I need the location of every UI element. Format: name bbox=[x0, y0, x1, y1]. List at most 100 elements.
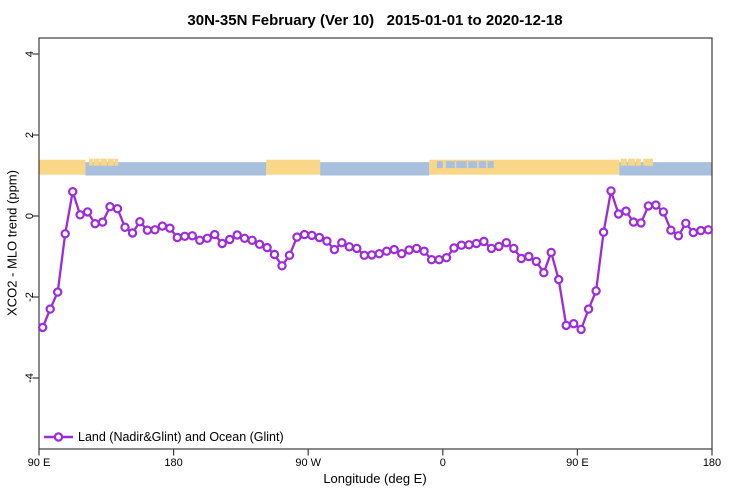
data-point bbox=[554, 274, 564, 285]
island-speckle bbox=[107, 158, 114, 166]
data-point bbox=[501, 237, 512, 248]
y-tick-label: 2 bbox=[24, 132, 36, 138]
island-speckle bbox=[635, 158, 641, 166]
data-point bbox=[142, 225, 153, 235]
data-point bbox=[172, 232, 182, 243]
chart-title: 30N-35N February (Ver 10) 2015-01-01 to … bbox=[187, 12, 563, 29]
data-point bbox=[598, 227, 609, 237]
sea-speckle bbox=[436, 161, 443, 169]
data-point bbox=[202, 233, 212, 243]
island-speckle bbox=[628, 158, 635, 166]
data-point bbox=[591, 286, 601, 296]
data-point bbox=[344, 242, 354, 252]
sea-speckle bbox=[445, 161, 455, 169]
x-tick-label: 180 bbox=[164, 457, 182, 469]
data-point bbox=[666, 225, 676, 235]
data-point bbox=[112, 203, 123, 214]
data-point bbox=[441, 253, 452, 263]
data-point bbox=[157, 221, 168, 231]
land-segment bbox=[266, 159, 321, 175]
island-speckle bbox=[649, 158, 653, 166]
island-speckle bbox=[620, 158, 627, 166]
data-point bbox=[247, 235, 257, 245]
legend-label: Land (Nadir&Glint) and Ocean (Glint) bbox=[78, 430, 284, 444]
data-point bbox=[486, 243, 497, 254]
data-point bbox=[90, 218, 100, 229]
island-speckle bbox=[89, 158, 93, 166]
data-point bbox=[284, 250, 295, 260]
data-point bbox=[150, 225, 160, 235]
data-point bbox=[75, 210, 85, 220]
data-point bbox=[621, 206, 631, 216]
data-point bbox=[38, 322, 48, 333]
data-point bbox=[456, 240, 467, 250]
data-point bbox=[494, 241, 504, 252]
data-point bbox=[539, 268, 549, 278]
data-point bbox=[67, 186, 78, 197]
data-point bbox=[239, 233, 250, 243]
data-point bbox=[269, 249, 280, 260]
island-speckle bbox=[114, 158, 119, 166]
island-speckle bbox=[643, 158, 650, 166]
legend-marker-circle bbox=[53, 432, 64, 442]
data-point bbox=[224, 234, 235, 245]
data-point bbox=[404, 245, 414, 255]
data-point bbox=[97, 217, 108, 227]
data-point bbox=[658, 207, 669, 217]
sea-speckle bbox=[468, 161, 478, 169]
data-point bbox=[105, 201, 115, 212]
data-point bbox=[53, 287, 63, 297]
data-point bbox=[449, 243, 459, 253]
data-point bbox=[195, 235, 205, 245]
island-speckle bbox=[93, 158, 100, 166]
data-point bbox=[232, 230, 242, 240]
ocean-segment bbox=[85, 162, 267, 176]
data-point bbox=[254, 239, 265, 249]
data-point bbox=[352, 243, 362, 254]
data-point bbox=[397, 248, 407, 259]
data-point bbox=[127, 228, 138, 238]
data-point bbox=[411, 243, 422, 254]
data-point bbox=[613, 209, 624, 219]
data-point bbox=[583, 304, 594, 314]
data-point bbox=[479, 236, 489, 247]
data-point bbox=[307, 230, 317, 241]
data-point bbox=[209, 229, 220, 240]
data-point bbox=[471, 238, 482, 249]
data-point bbox=[703, 225, 714, 235]
data-point bbox=[688, 227, 699, 238]
data-point bbox=[82, 207, 93, 217]
data-point bbox=[382, 246, 392, 256]
sea-speckle bbox=[478, 161, 487, 169]
x-tick-label: 0 bbox=[440, 457, 446, 469]
ocean-segment bbox=[619, 162, 712, 176]
x-tick-label: 90 E bbox=[566, 457, 589, 469]
data-point bbox=[322, 236, 332, 246]
data-point bbox=[389, 244, 399, 255]
plot-box bbox=[38, 37, 713, 450]
data-point bbox=[292, 232, 302, 242]
data-point bbox=[120, 222, 130, 232]
data-point bbox=[606, 186, 616, 196]
data-point bbox=[45, 304, 55, 314]
data-point bbox=[561, 320, 571, 331]
data-point bbox=[277, 261, 287, 271]
data-point bbox=[464, 240, 474, 250]
x-tick-label: 90 W bbox=[295, 457, 321, 469]
data-point bbox=[546, 247, 556, 258]
data-point bbox=[696, 225, 706, 236]
data-point bbox=[374, 248, 384, 259]
data-point bbox=[426, 255, 437, 265]
y-tick-label: -4 bbox=[24, 373, 36, 383]
data-point bbox=[643, 201, 654, 211]
trend-line bbox=[41, 189, 709, 331]
data-point bbox=[180, 231, 190, 241]
data-point bbox=[524, 251, 534, 262]
data-point bbox=[60, 229, 70, 239]
y-tick-label: -2 bbox=[24, 292, 36, 302]
x-tick-label: 90 E bbox=[28, 457, 51, 469]
data-point bbox=[217, 238, 227, 249]
data-point bbox=[135, 216, 145, 227]
